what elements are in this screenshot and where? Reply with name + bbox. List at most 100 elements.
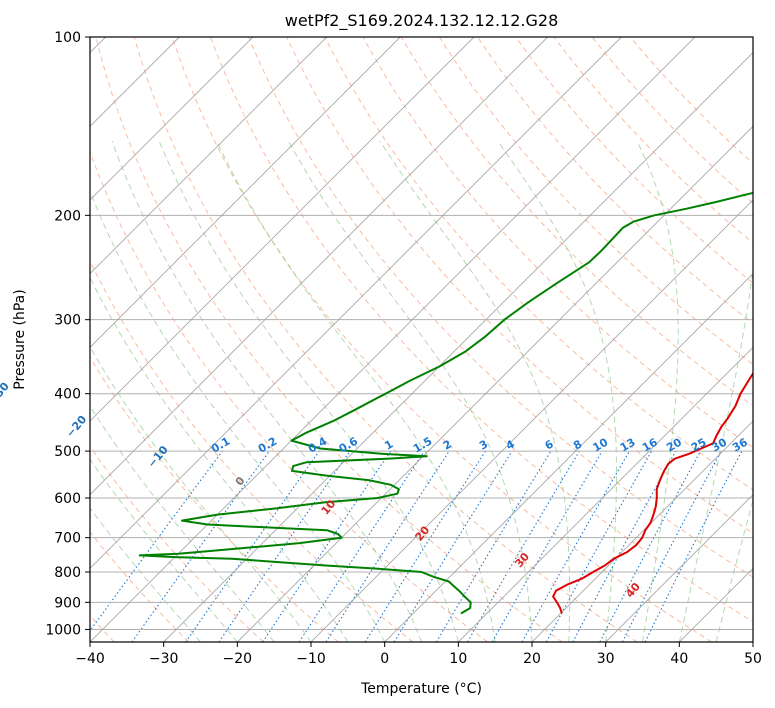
mixing-ratio-label: 4 [504, 437, 517, 452]
y-axis-label: Pressure (hPa) [12, 289, 28, 389]
temperature-profile-line [552, 371, 753, 614]
dry-adiabat-line [90, 150, 488, 642]
dry-adiabat-line [171, 37, 712, 642]
isotherm-line-0 [384, 273, 753, 642]
y-tick-label: 700 [54, 531, 81, 547]
mixing-ratio-line [545, 450, 653, 642]
mixing-ratio-line [393, 450, 513, 642]
mixing-ratio-line [521, 450, 630, 642]
mixing-ratio-label: 0.2 [256, 435, 279, 456]
x-tick-label: 40 [670, 651, 688, 667]
dry-adiabat-line [515, 37, 753, 284]
dry-adiabat-label: 20 [412, 523, 432, 543]
isotherm-line--40 [90, 37, 696, 642]
isotherm-line--60 [90, 37, 548, 496]
y-tick-label: 100 [54, 30, 81, 46]
mixing-ratio-label: 20 [664, 435, 684, 454]
axes: −40 −30 −20 −10 0 10 20 30 40 50 100 200 300 400 500 60… [45, 30, 762, 667]
moist-adiabat-line [90, 345, 312, 642]
mixing-ratio-line [364, 450, 486, 642]
mixing-ratio-line [131, 450, 270, 642]
isotherm-line--30 [163, 52, 753, 642]
grid-lines [90, 37, 753, 642]
dry-adiabat-label: 40 [623, 580, 643, 600]
y-tick-label: 200 [54, 208, 81, 224]
x-tick-label: −10 [296, 651, 326, 667]
isotherm-line--70 [90, 37, 475, 422]
y-tick-label: 500 [54, 444, 81, 460]
plot-frame [89, 36, 754, 643]
x-tick-label: 30 [597, 651, 615, 667]
dry-adiabat-label: 30 [512, 550, 532, 570]
dry-adiabat-line [553, 37, 753, 244]
x-tick-label: −20 [223, 651, 253, 667]
dry-adiabat-line [90, 356, 339, 642]
x-tick-label: 0 [380, 651, 389, 667]
isotherm-line--50 [90, 37, 622, 569]
dry-adiabat-line [133, 37, 638, 642]
x-tick-label: 50 [744, 651, 762, 667]
x-tick-label: 10 [449, 651, 467, 667]
dry-adiabat-line [438, 37, 753, 366]
isotherm-line-20 [531, 420, 753, 642]
x-axis-label: Temperature (°C) [360, 681, 482, 697]
mixing-ratio-label: 13 [618, 436, 638, 455]
y-tick-label: 900 [54, 595, 81, 611]
mixing-ratio-line [262, 450, 392, 642]
y-tick-label: 400 [54, 387, 81, 403]
dry-adiabat-line [90, 531, 190, 642]
mixing-ratio-label: 8 [571, 438, 584, 453]
mixing-ratio-line [599, 450, 701, 642]
mixing-ratio-line [218, 450, 351, 642]
mixing-ratio-label: 10 [591, 435, 611, 454]
dry-adiabat-line [591, 37, 753, 204]
isotherm-line--100 [90, 37, 254, 201]
mixing-ratio-line [185, 450, 320, 642]
mixing-ratio-line [90, 450, 223, 632]
dry-adiabat-label: −20 [64, 413, 90, 440]
moist-adiabat-line [636, 141, 679, 642]
isotherm-line--90 [90, 37, 327, 275]
profile-series [138, 191, 753, 615]
mixing-ratio-label: 1.5 [411, 435, 434, 456]
mixing-ratio-line [325, 450, 450, 642]
isotherm-line--80 [90, 37, 401, 348]
background-lines [90, 37, 753, 642]
mixing-ratio-line [467, 450, 580, 642]
isotherm-line-10 [458, 346, 753, 642]
dry-adiabat-label: −10 [145, 443, 171, 470]
dry-adiabat-label: −30 [0, 380, 12, 407]
dewpoint-profile-line [138, 191, 753, 615]
moist-adiabat-line [715, 498, 753, 642]
isotherm-line-40 [679, 567, 753, 642]
y-tick-label: 300 [54, 313, 81, 329]
y-tick-label: 600 [54, 491, 81, 507]
y-tick-label: 800 [54, 565, 81, 581]
dry-adiabat-line [90, 445, 264, 642]
mixing-ratio-line [572, 450, 677, 642]
isotherm-line-50 [752, 641, 753, 642]
x-tick-label: −30 [149, 651, 179, 667]
dry-adiabat-line [400, 37, 753, 407]
mixing-ratio-label: 2 [441, 438, 454, 453]
isotherm-line-30 [605, 494, 753, 642]
dry-adiabat-line [248, 37, 753, 578]
mixing-ratio-label: 36 [730, 435, 750, 454]
x-tick-label: −40 [75, 651, 105, 667]
mixing-ratio-label: 0.1 [209, 435, 232, 456]
isotherm-line--10 [310, 199, 753, 642]
mixing-ratio-label: 30 [709, 435, 729, 454]
x-tick-label: 20 [523, 651, 541, 667]
mixing-ratio-label: 1 [382, 438, 395, 453]
mixing-ratio-line [644, 450, 743, 642]
mixing-ratio-label: 0.4 [306, 434, 330, 455]
y-tick-label: 1000 [45, 622, 81, 638]
mixing-ratio-label: 16 [640, 435, 660, 454]
mixing-ratio-line [435, 450, 552, 642]
isopleth-labels: 0.10.20.40.611.52346810131620253036−100−… [0, 380, 750, 601]
moist-adiabat-line [379, 141, 571, 642]
dry-adiabat-line [95, 37, 563, 642]
isotherm-line--20 [237, 125, 753, 642]
